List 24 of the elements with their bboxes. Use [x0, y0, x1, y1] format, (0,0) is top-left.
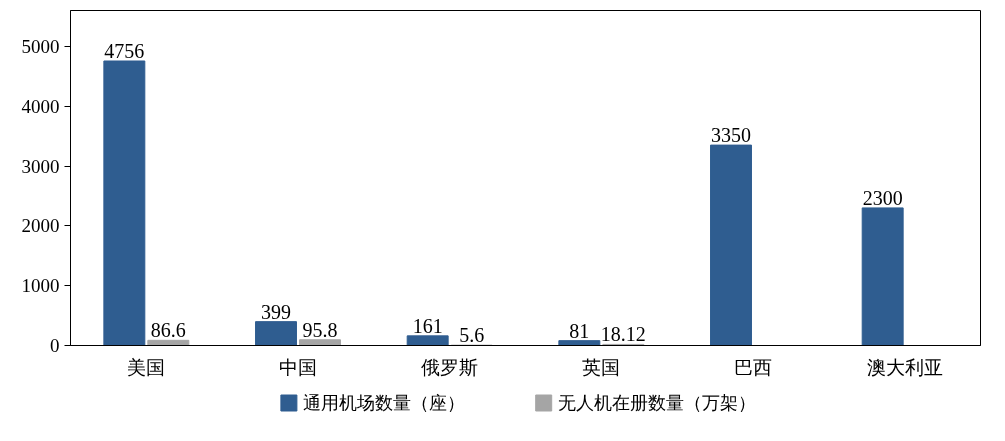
- x-tick-label: 美国: [127, 356, 166, 378]
- data-label: 3350: [711, 124, 752, 147]
- x-tick-label: 中国: [279, 356, 317, 378]
- y-tick-label: 5000: [21, 35, 60, 57]
- legend-label: 通用机场数量（座）: [302, 393, 465, 413]
- y-tick-label: 3000: [21, 155, 60, 177]
- y-tick-label: 0: [50, 335, 60, 356]
- data-label: 81: [569, 319, 590, 342]
- legend-label: 无人机在册数量（万架）: [557, 393, 756, 413]
- x-tick-label: 澳大利亚: [866, 356, 943, 378]
- data-label: 86.6: [150, 319, 186, 342]
- y-tick-label: 1000: [21, 275, 60, 297]
- x-tick-label: 英国: [582, 356, 621, 378]
- y-tick-label: 2000: [21, 215, 60, 237]
- data-label: 4756: [104, 39, 145, 62]
- data-label: 2300: [862, 186, 903, 209]
- data-label: 161: [412, 314, 443, 337]
- data-label: 5.6: [459, 324, 485, 347]
- data-label: 95.8: [302, 318, 338, 341]
- data-label: 399: [261, 300, 292, 323]
- y-tick-label: 4000: [21, 95, 60, 117]
- x-tick-label: 俄罗斯: [421, 356, 479, 378]
- x-tick-label: 巴西: [734, 356, 772, 378]
- data-label: 18.12: [600, 323, 646, 346]
